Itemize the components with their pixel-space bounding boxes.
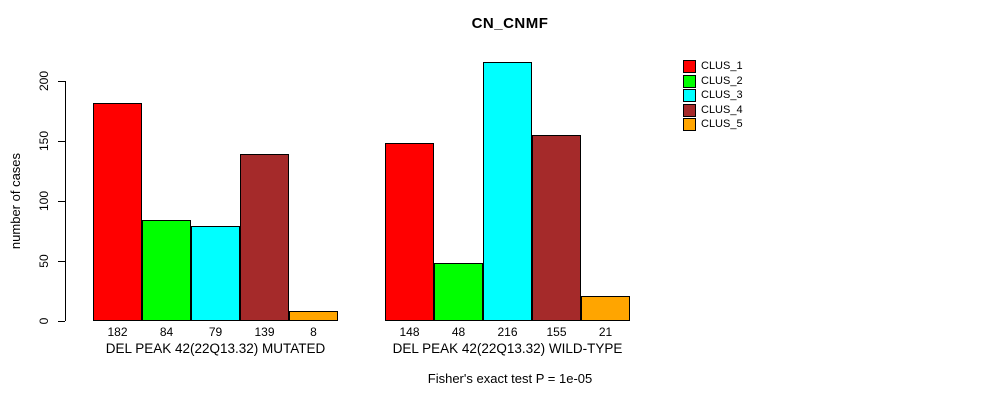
y-tick [58, 141, 65, 142]
y-tick-label: 200 [37, 70, 51, 92]
legend-swatch-icon [683, 118, 696, 131]
legend-item: CLUS_3 [683, 89, 743, 102]
y-axis-line [65, 81, 66, 321]
bar-clus_2 [142, 220, 191, 321]
bar-value-label: 182 [107, 325, 128, 339]
y-tick [58, 81, 65, 82]
bar-clus_4 [532, 135, 581, 321]
group-axis-label: DEL PEAK 42(22Q13.32) MUTATED [105, 341, 326, 356]
y-tick-label: 150 [37, 130, 51, 152]
y-tick [58, 321, 65, 322]
bar-value-label: 155 [546, 325, 567, 339]
legend-swatch-icon [683, 89, 696, 102]
bar-clus_5 [581, 296, 630, 321]
legend-label: CLUS_2 [701, 74, 743, 87]
legend-swatch-icon [683, 103, 696, 117]
y-axis-title: number of cases [8, 152, 23, 250]
legend-label: CLUS_3 [701, 89, 743, 101]
legend-label: CLUS_5 [701, 118, 743, 130]
legend-item: CLUS_4 [683, 103, 743, 117]
bar-clus_1 [93, 103, 142, 321]
bar-value-label: 21 [598, 325, 613, 339]
bar-clus_5 [289, 311, 338, 321]
y-tick-label: 50 [37, 254, 51, 268]
chart-title: CN_CNMF [471, 15, 549, 32]
y-tick-label: 0 [37, 317, 51, 325]
legend-item: CLUS_1 [683, 60, 743, 73]
fisher-test-note: Fisher's exact test P = 1e-05 [427, 371, 593, 386]
y-tick [58, 261, 65, 262]
bar-clus_1 [385, 143, 434, 321]
group-axis-label: DEL PEAK 42(22Q13.32) WILD-TYPE [392, 341, 623, 356]
legend-swatch-icon [683, 74, 696, 88]
bar-clus_3 [191, 226, 240, 321]
legend-item: CLUS_2 [683, 74, 743, 88]
bar-value-label: 216 [497, 325, 518, 339]
bar-clus_3 [483, 62, 532, 321]
legend-label: CLUS_4 [701, 103, 743, 116]
bar-clus_2 [434, 263, 483, 321]
legend-swatch-icon [683, 60, 696, 73]
bar-value-label: 84 [159, 325, 174, 339]
bar-value-label: 8 [310, 325, 317, 339]
bar-value-label: 79 [208, 325, 223, 339]
bar-clus_4 [240, 154, 289, 321]
legend-item: CLUS_5 [683, 118, 743, 131]
bar-value-label: 139 [254, 325, 275, 339]
legend: CLUS_1 CLUS_2 CLUS_3 CLUS_4 CLUS_5 [683, 60, 743, 133]
bar-value-label: 48 [451, 325, 466, 339]
bar-value-label: 148 [399, 325, 420, 339]
legend-label: CLUS_1 [701, 60, 743, 72]
y-tick-label: 100 [37, 190, 51, 212]
y-tick [58, 201, 65, 202]
